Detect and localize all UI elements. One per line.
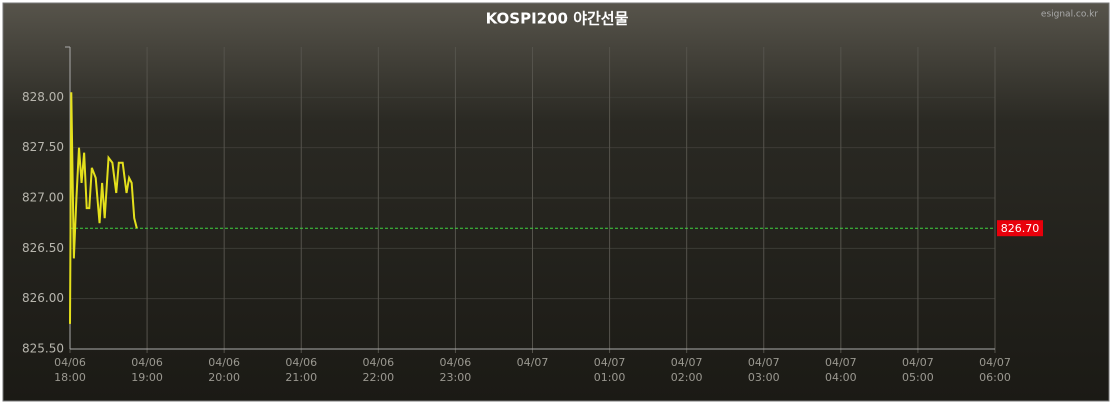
x-tick-label: 04/06 22:00 (362, 356, 395, 384)
x-tick-label: 04/06 20:00 (208, 356, 240, 384)
x-tick-label: 04/07 03:00 (747, 356, 780, 384)
x-tick-label: 04/07 01:00 (593, 356, 626, 384)
x-tick-label: 04/07 02:00 (670, 356, 703, 384)
x-tick-label: 04/07 04:00 (824, 356, 857, 384)
y-tick-label: 825.50 (22, 342, 64, 356)
y-tick-label: 827.00 (22, 191, 64, 205)
x-tick-label: 04/07 06:00 (979, 356, 1011, 384)
x-tick-label: 04/06 23:00 (439, 356, 472, 384)
x-tick-label: 04/06 18:00 (54, 356, 86, 384)
chart-title: KOSPI200 야간선물 (486, 10, 629, 28)
x-tick-label: 04/06 21:00 (285, 356, 318, 384)
last-price-box (997, 220, 1043, 237)
y-tick-label: 826.50 (22, 241, 64, 255)
price-line (69, 92, 138, 324)
y-tick-label: 828.00 (22, 90, 64, 104)
watermark: esignal.co.kr (1041, 10, 1098, 20)
y-tick-label: 827.50 (22, 140, 64, 154)
x-tick-label: 04/06 19:00 (131, 356, 163, 384)
x-tick-label: 04/07 05:00 (902, 356, 934, 384)
y-tick-label: 826.00 (22, 291, 64, 305)
x-tick-label: 04/07 (516, 356, 549, 369)
background (2, 2, 1110, 402)
last-price-label: 826.70 (1001, 222, 1040, 235)
